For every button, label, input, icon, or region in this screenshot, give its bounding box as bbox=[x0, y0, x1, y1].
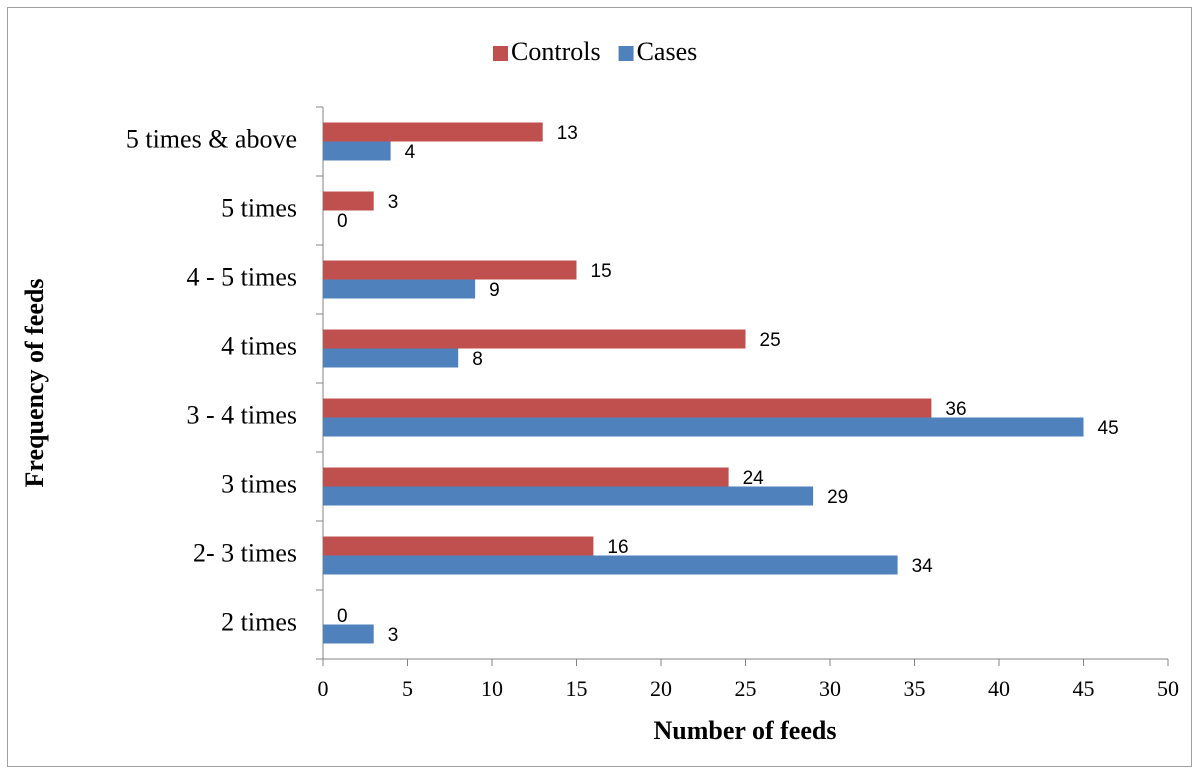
y-axis-title: Frequency of feeds bbox=[20, 279, 49, 488]
data-label: 25 bbox=[760, 330, 781, 351]
data-label: 9 bbox=[489, 280, 500, 301]
data-label: 0 bbox=[337, 211, 348, 232]
bar bbox=[323, 536, 594, 556]
bar bbox=[323, 348, 459, 368]
data-label: 13 bbox=[557, 123, 578, 144]
y-tick-label: 2- 3 times bbox=[193, 538, 297, 567]
bar bbox=[323, 260, 577, 280]
data-label: 8 bbox=[472, 349, 483, 370]
x-tick-label: 40 bbox=[988, 676, 1010, 701]
x-tick-label: 0 bbox=[318, 676, 329, 701]
data-label: 45 bbox=[1098, 418, 1119, 439]
bar bbox=[323, 122, 543, 142]
bar bbox=[323, 624, 374, 644]
bar bbox=[323, 555, 898, 575]
y-tick-label: 5 times bbox=[221, 193, 297, 222]
x-tick-label: 20 bbox=[650, 676, 672, 701]
y-tick-label: 3 times bbox=[221, 469, 297, 498]
y-tick-label: 3 - 4 times bbox=[187, 400, 298, 429]
bar bbox=[323, 486, 814, 506]
data-label: 4 bbox=[405, 142, 416, 163]
data-label: 15 bbox=[591, 261, 612, 282]
legend-label: Cases bbox=[637, 37, 698, 66]
data-label: 3 bbox=[388, 625, 399, 646]
bar bbox=[323, 279, 476, 299]
x-tick-label: 5 bbox=[402, 676, 413, 701]
x-tick-label: 35 bbox=[904, 676, 926, 701]
bar bbox=[323, 398, 932, 418]
bar bbox=[323, 141, 391, 161]
y-tick-label: 5 times & above bbox=[126, 124, 297, 153]
legend-swatch bbox=[618, 46, 634, 61]
bar bbox=[323, 329, 746, 349]
y-tick-label: 4 - 5 times bbox=[187, 262, 298, 291]
bar bbox=[323, 467, 729, 487]
data-label: 36 bbox=[945, 399, 966, 420]
x-tick-label: 30 bbox=[819, 676, 841, 701]
y-tick-label: 2 times bbox=[221, 607, 297, 636]
data-label: 24 bbox=[743, 468, 765, 489]
data-label: 3 bbox=[388, 192, 399, 213]
x-tick-label: 25 bbox=[735, 676, 757, 701]
bar bbox=[323, 417, 1084, 437]
x-tick-label: 45 bbox=[1073, 676, 1095, 701]
legend-label: Controls bbox=[511, 37, 601, 66]
data-label: 29 bbox=[827, 487, 848, 508]
x-tick-label: 50 bbox=[1157, 676, 1179, 701]
data-label: 16 bbox=[607, 537, 628, 558]
legend-swatch bbox=[493, 46, 508, 61]
y-tick-label: 4 times bbox=[221, 331, 297, 360]
x-tick-label: 15 bbox=[566, 676, 588, 701]
data-label: 34 bbox=[912, 556, 934, 577]
data-label: 0 bbox=[337, 606, 348, 627]
bar bbox=[323, 191, 374, 211]
x-axis-title: Number of feeds bbox=[654, 716, 837, 745]
x-tick-label: 10 bbox=[481, 676, 503, 701]
chart-frame bbox=[7, 7, 1192, 767]
